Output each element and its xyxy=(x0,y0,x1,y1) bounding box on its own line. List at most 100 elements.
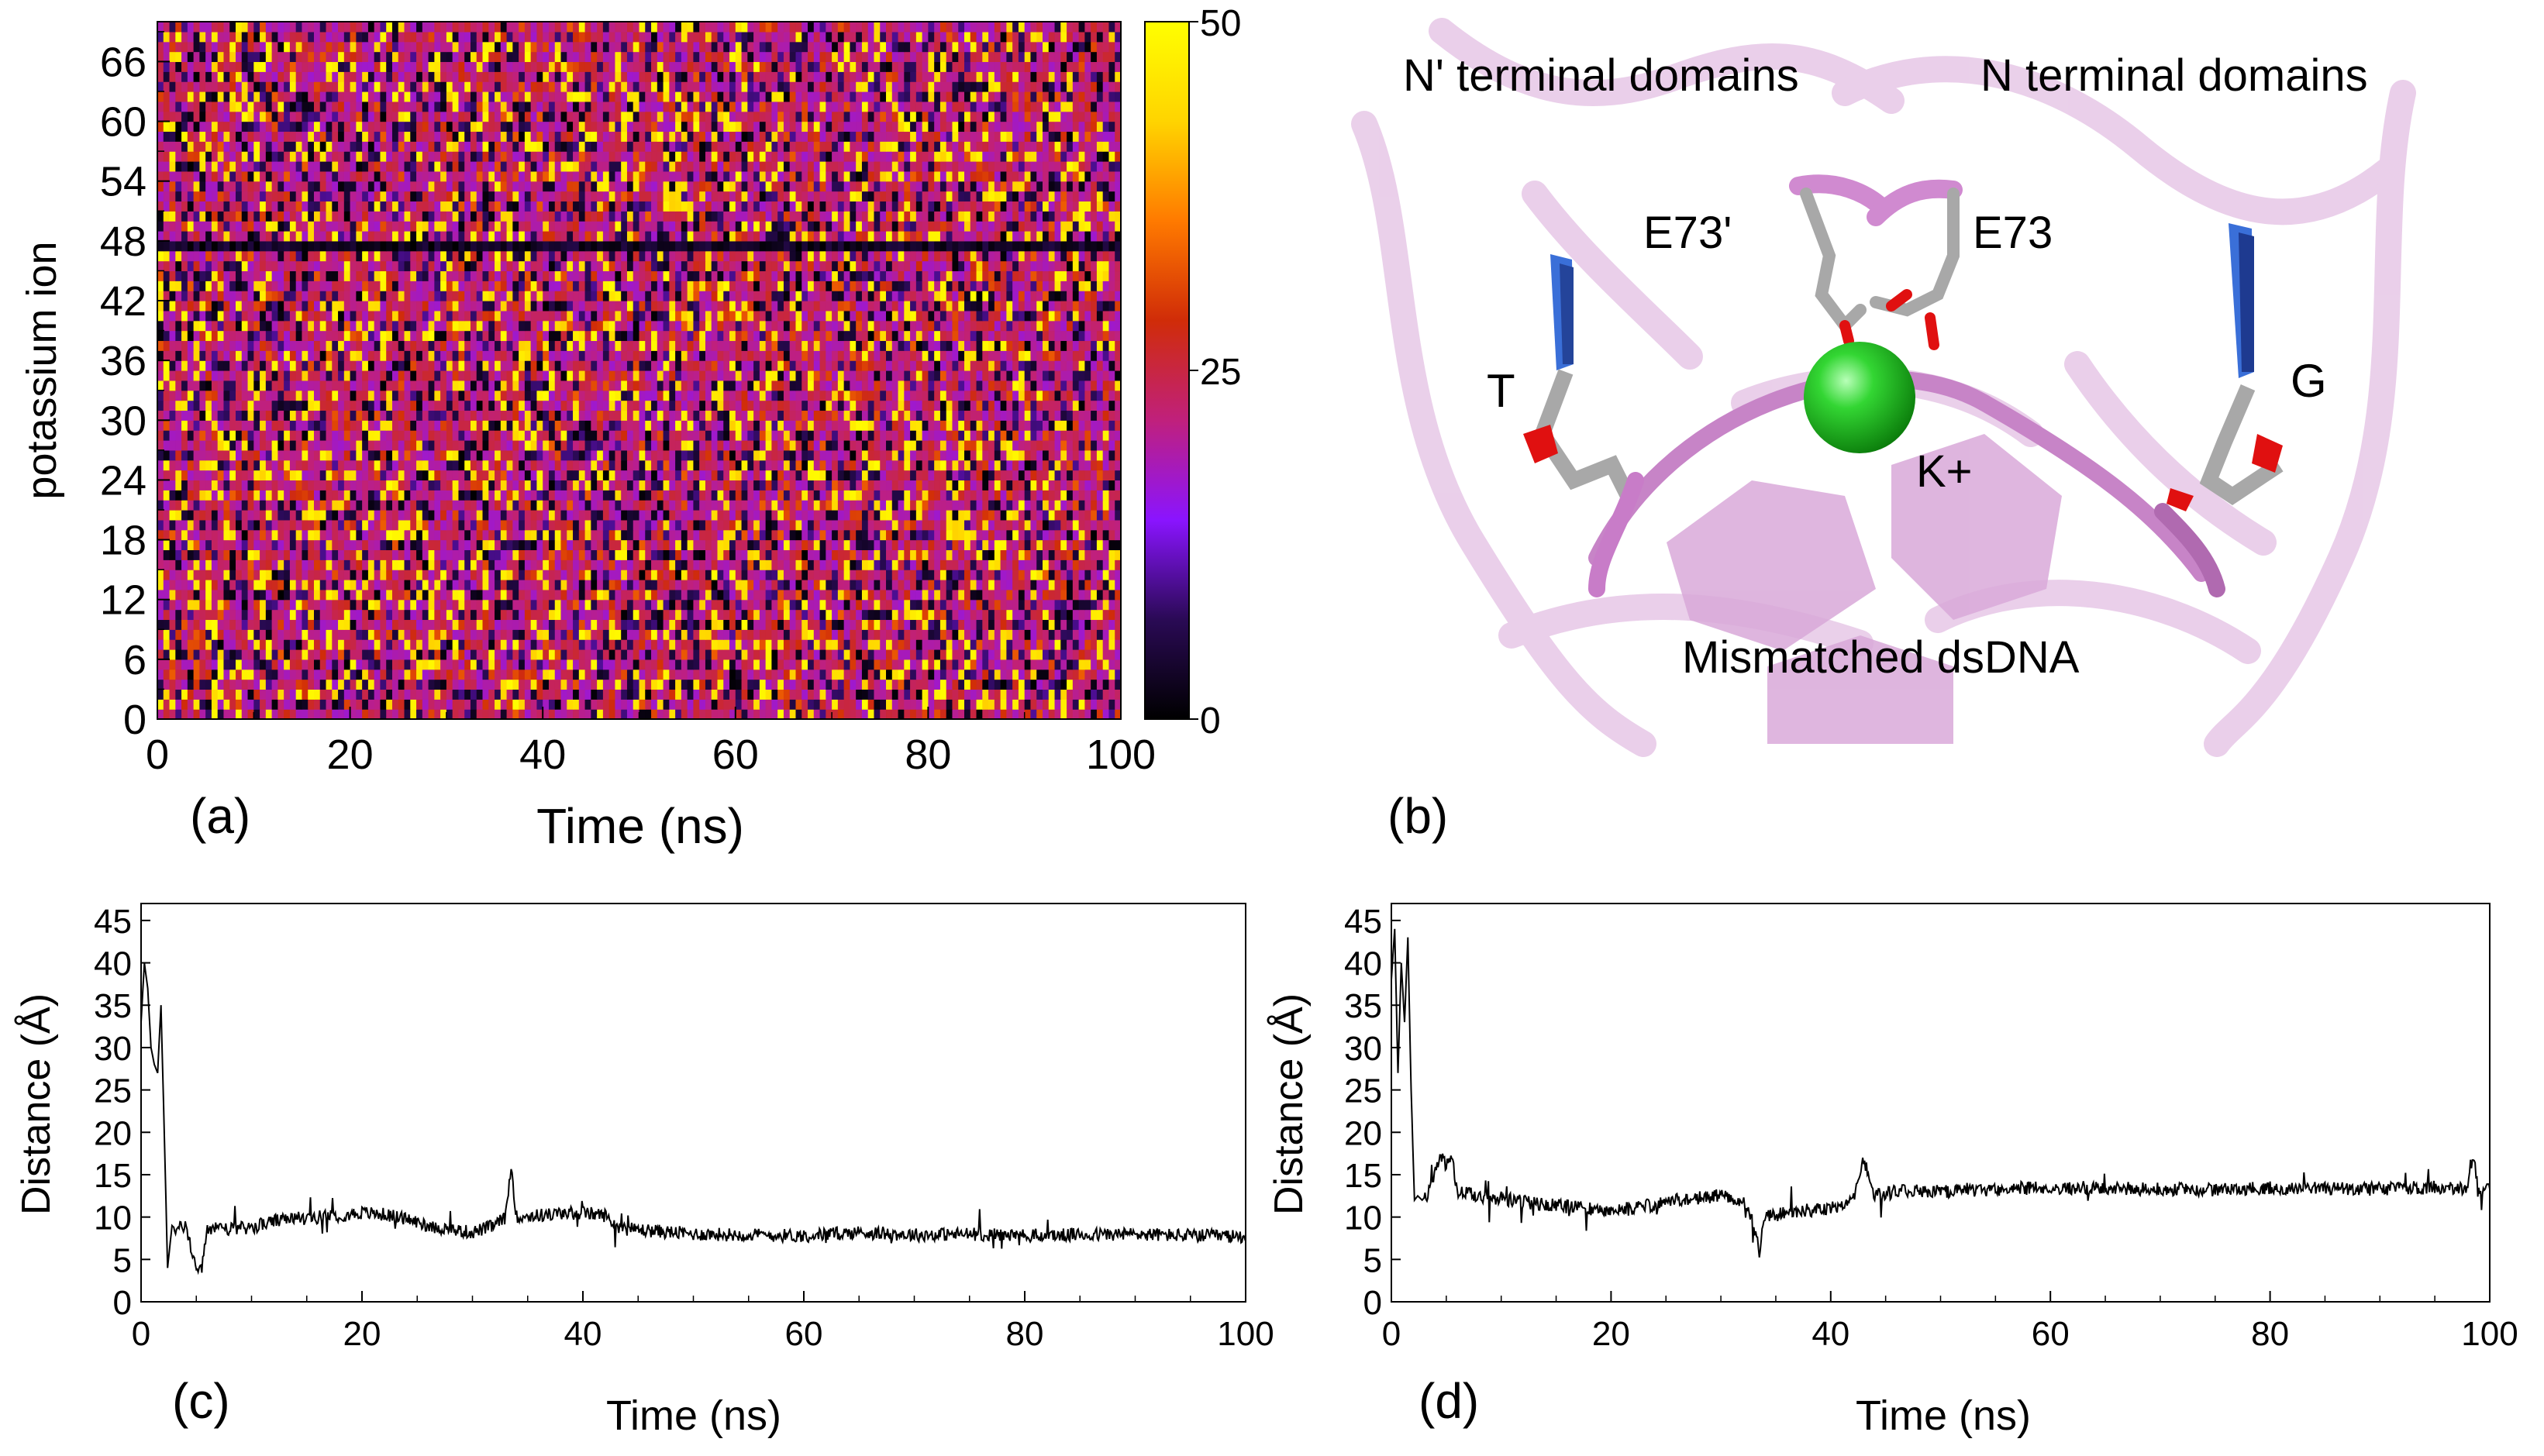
heatmap-cell xyxy=(1067,639,1074,650)
heatmap-cell xyxy=(867,440,875,451)
heatmap-cell xyxy=(326,460,333,471)
heatmap-cell xyxy=(693,679,700,690)
heatmap-cell xyxy=(1084,609,1091,621)
heatmap-cell xyxy=(1000,510,1007,521)
heatmap-cell xyxy=(705,420,712,431)
heatmap-cell xyxy=(597,659,604,670)
heatmap-cell xyxy=(711,529,719,541)
heatmap-cell xyxy=(410,709,417,720)
heatmap-cell xyxy=(639,449,646,461)
heatmap-cell xyxy=(621,480,628,490)
heatmap-cell xyxy=(795,639,802,650)
heatmap-cell xyxy=(367,699,375,710)
heatmap-cell xyxy=(434,599,441,611)
heatmap-cell xyxy=(783,500,791,511)
heatmap-cell xyxy=(735,500,743,511)
heatmap-cell xyxy=(1108,580,1115,590)
heatmap-cell xyxy=(524,570,532,580)
heatmap-cell xyxy=(723,570,730,580)
heatmap-cell xyxy=(850,449,857,461)
heatmap-cell xyxy=(915,639,923,650)
heatmap-cell xyxy=(332,699,339,710)
heatmap-cell xyxy=(910,510,917,521)
heatmap-cell xyxy=(350,609,357,621)
heatmap-cell xyxy=(861,460,869,471)
heatmap-cell xyxy=(175,559,182,570)
heatmap-cell xyxy=(253,659,260,670)
heatmap-cell xyxy=(729,669,736,680)
heatmap-cell xyxy=(319,549,327,560)
heatmap-cell xyxy=(939,580,947,590)
heatmap-cell xyxy=(633,430,640,441)
heatmap-cell xyxy=(229,689,236,700)
heatmap-cell xyxy=(530,420,538,431)
heatmap-cell xyxy=(332,500,339,511)
heatmap-cell xyxy=(615,619,622,630)
heatmap-cell xyxy=(711,559,719,570)
heatmap-cell xyxy=(1048,649,1056,660)
heatmap-cell xyxy=(1067,669,1074,680)
heatmap-cell xyxy=(747,410,754,421)
heatmap-cell xyxy=(512,430,519,441)
heatmap-cell xyxy=(187,500,195,511)
heatmap-cell xyxy=(313,699,321,710)
heatmap-cell xyxy=(271,689,278,700)
heatmap-cell xyxy=(946,649,953,660)
heatmap-cell xyxy=(663,589,670,601)
heatmap-cell xyxy=(928,580,935,590)
heatmap-cell xyxy=(313,619,321,630)
heatmap-cell xyxy=(584,420,591,431)
heatmap-cell xyxy=(313,679,321,690)
heatmap-cell xyxy=(271,609,278,621)
heatmap-cell xyxy=(602,609,610,621)
heatmap-cell xyxy=(211,619,219,630)
heatmap-cell xyxy=(1030,619,1037,630)
heatmap-cell xyxy=(284,529,291,541)
heatmap-cell xyxy=(536,510,543,521)
heatmap-cell xyxy=(199,649,206,660)
heatmap-cell xyxy=(175,480,182,490)
heatmap-cell xyxy=(867,510,875,521)
heatmap-cell xyxy=(874,420,881,431)
heatmap-cell xyxy=(205,639,212,650)
heatmap-cell xyxy=(253,400,260,411)
heatmap-cell xyxy=(530,609,538,621)
heatmap-cell xyxy=(657,709,664,720)
heatmap-cell xyxy=(199,529,206,541)
heatmap-cell xyxy=(543,659,550,670)
heatmap-cell xyxy=(657,589,664,601)
heatmap-cell xyxy=(651,430,658,441)
heatmap-cell xyxy=(753,420,760,431)
heatmap-cell xyxy=(1024,659,1032,670)
heatmap-cell xyxy=(506,480,513,490)
heatmap-cell xyxy=(1115,679,1122,690)
heatmap-cell xyxy=(1024,529,1032,541)
heatmap-cell xyxy=(976,539,983,551)
heatmap-cell xyxy=(946,709,953,720)
heatmap-cell xyxy=(169,639,176,650)
heatmap-cell xyxy=(205,629,212,640)
heatmap-cell xyxy=(519,599,526,611)
heatmap-cell xyxy=(157,589,164,601)
heatmap-cell xyxy=(512,580,519,590)
heatmap-cell xyxy=(1000,629,1007,640)
heatmap-cell xyxy=(819,410,826,421)
heatmap-cell xyxy=(199,549,206,560)
heatmap-cell xyxy=(1102,440,1110,451)
heatmap-cell xyxy=(308,460,315,471)
heatmap-cell xyxy=(1102,679,1110,690)
heatmap-cell xyxy=(1102,470,1110,481)
heatmap-cell xyxy=(880,669,887,680)
heatmap-cell xyxy=(1030,609,1037,621)
heatmap-cell xyxy=(536,599,543,611)
heatmap-cell xyxy=(687,699,695,710)
heatmap-cell xyxy=(495,609,502,621)
heatmap-cell xyxy=(367,449,375,461)
heatmap-cell xyxy=(808,669,815,680)
heatmap-cell xyxy=(313,460,321,471)
heatmap-cell xyxy=(832,539,839,551)
heatmap-cell xyxy=(169,589,176,601)
heatmap-cell xyxy=(675,629,682,640)
heatmap-cell xyxy=(832,500,839,511)
heatmap-cell xyxy=(271,470,278,481)
